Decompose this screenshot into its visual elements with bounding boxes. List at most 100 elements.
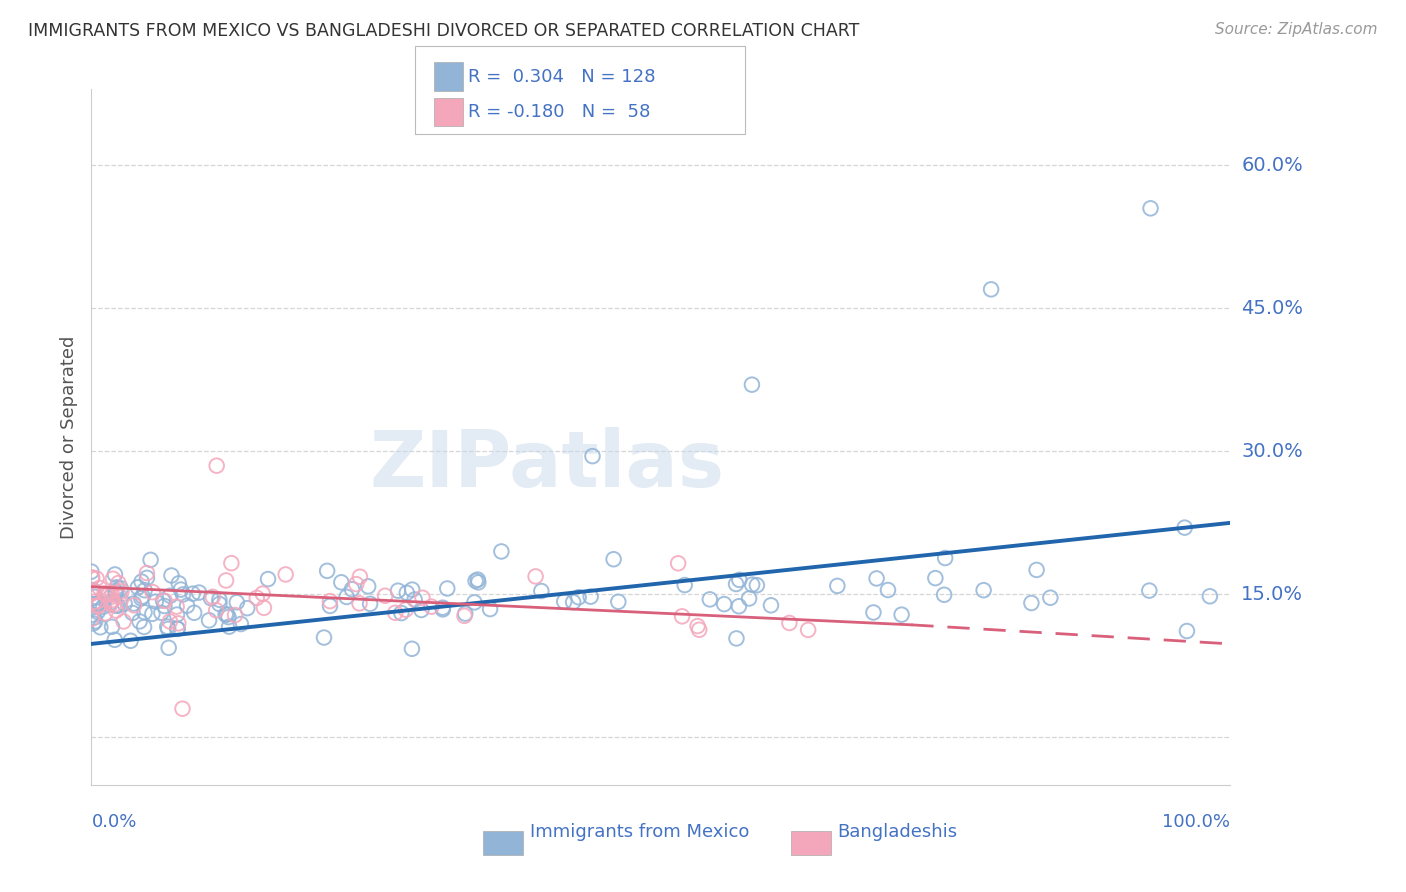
- Point: [215, 574, 238, 588]
- Point: [101, 572, 124, 586]
- Point: [759, 599, 782, 613]
- Point: [121, 606, 143, 620]
- Text: ZIPatlas: ZIPatlas: [370, 427, 724, 503]
- Point: [217, 607, 239, 622]
- Point: [89, 620, 111, 634]
- Point: [1025, 563, 1047, 577]
- Point: [82, 616, 104, 631]
- Point: [94, 587, 117, 601]
- Point: [110, 584, 132, 599]
- Y-axis label: Divorced or Separated: Divorced or Separated: [59, 335, 77, 539]
- Text: Bangladeshis: Bangladeshis: [838, 823, 957, 841]
- Point: [86, 572, 108, 586]
- Point: [224, 607, 246, 622]
- Point: [479, 602, 502, 616]
- Point: [96, 587, 118, 601]
- Point: [83, 595, 105, 609]
- Point: [94, 607, 117, 621]
- Point: [141, 607, 163, 621]
- Point: [827, 579, 849, 593]
- Point: [127, 580, 149, 594]
- Point: [725, 577, 748, 591]
- Point: [105, 585, 128, 599]
- Point: [349, 596, 371, 610]
- Point: [1137, 583, 1160, 598]
- Point: [134, 605, 156, 619]
- Point: [1021, 596, 1043, 610]
- Point: [103, 598, 125, 612]
- Point: [107, 599, 129, 613]
- Point: [319, 599, 342, 613]
- Point: [160, 568, 183, 582]
- Point: [208, 592, 231, 607]
- Point: [246, 591, 269, 605]
- Point: [129, 591, 152, 606]
- Point: [797, 623, 820, 637]
- Point: [336, 590, 359, 604]
- Text: 30.0%: 30.0%: [1241, 442, 1303, 461]
- Point: [166, 599, 188, 614]
- Point: [666, 556, 689, 570]
- Point: [236, 601, 259, 615]
- Point: [131, 574, 153, 589]
- Point: [340, 582, 363, 597]
- Point: [374, 589, 396, 603]
- Text: IMMIGRANTS FROM MEXICO VS BANGLADESHI DIVORCED OR SEPARATED CORRELATION CHART: IMMIGRANTS FROM MEXICO VS BANGLADESHI DI…: [28, 22, 859, 40]
- Point: [82, 585, 104, 599]
- Point: [934, 551, 956, 566]
- Point: [128, 615, 150, 629]
- Point: [389, 606, 412, 620]
- Point: [671, 609, 693, 624]
- Point: [98, 587, 121, 601]
- Point: [745, 578, 768, 592]
- Point: [225, 595, 247, 609]
- Point: [183, 606, 205, 620]
- FancyBboxPatch shape: [790, 830, 831, 855]
- Point: [82, 584, 104, 599]
- Text: 15.0%: 15.0%: [1241, 585, 1303, 604]
- Point: [467, 575, 489, 590]
- Point: [89, 581, 111, 595]
- FancyBboxPatch shape: [484, 830, 523, 855]
- Point: [87, 596, 110, 610]
- Point: [562, 595, 585, 609]
- Point: [491, 544, 513, 558]
- Point: [136, 566, 159, 580]
- Point: [741, 377, 763, 392]
- Point: [80, 565, 103, 579]
- Point: [82, 583, 104, 598]
- Point: [607, 595, 630, 609]
- Point: [83, 590, 105, 604]
- Point: [454, 607, 477, 621]
- Point: [201, 590, 224, 604]
- Point: [104, 567, 127, 582]
- Point: [252, 587, 274, 601]
- Point: [581, 449, 603, 463]
- Point: [778, 615, 800, 630]
- Point: [205, 458, 228, 473]
- Point: [890, 607, 912, 622]
- Point: [188, 585, 211, 599]
- Point: [316, 564, 339, 578]
- Point: [89, 596, 111, 610]
- Point: [107, 576, 129, 591]
- Point: [980, 282, 1002, 296]
- Point: [152, 593, 174, 607]
- Point: [98, 598, 121, 612]
- Point: [1199, 589, 1222, 603]
- Point: [166, 622, 188, 636]
- Text: 0.0%: 0.0%: [91, 813, 136, 830]
- Point: [1039, 591, 1062, 605]
- Point: [105, 604, 128, 618]
- Point: [865, 571, 887, 585]
- Point: [87, 599, 110, 614]
- Point: [218, 610, 240, 624]
- Point: [100, 595, 122, 609]
- Point: [101, 620, 124, 634]
- Point: [973, 583, 995, 598]
- Point: [101, 593, 124, 607]
- Point: [404, 592, 426, 607]
- Point: [728, 599, 751, 614]
- Point: [395, 586, 418, 600]
- Point: [82, 570, 104, 584]
